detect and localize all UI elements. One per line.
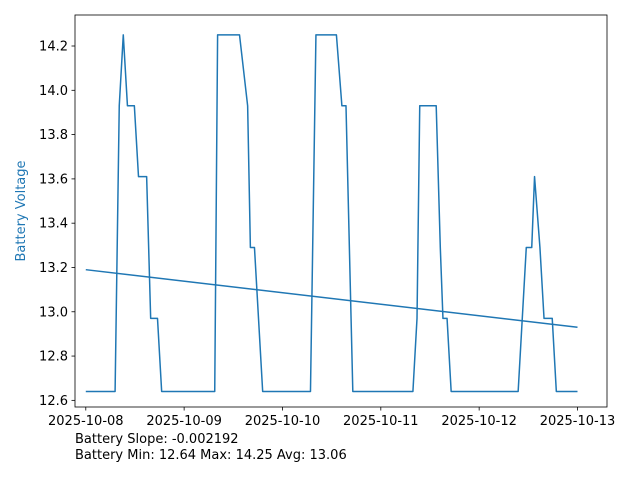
y-tick-label: 13.0 [39, 305, 68, 320]
stats-footer: Battery Slope: -0.002192 Battery Min: 12… [75, 432, 347, 464]
x-tick-label: 2025-10-12 [441, 414, 517, 429]
plot-area [85, 34, 578, 393]
y-tick-label: 14.0 [39, 84, 68, 99]
voltage-series-line [85, 34, 578, 393]
plot-frame [74, 14, 608, 408]
y-tick-label: 12.8 [39, 350, 68, 365]
battery-slope-text: Battery Slope: -0.002192 [75, 432, 239, 447]
y-tick-label: 13.6 [39, 172, 68, 187]
y-tick-label: 13.4 [39, 217, 68, 232]
battery-stats-text: Battery Min: 12.64 Max: 14.25 Avg: 13.06 [75, 448, 347, 463]
y-tick-label: 13.8 [39, 128, 68, 143]
x-tick-label: 2025-10-13 [540, 414, 616, 429]
x-tick-label: 2025-10-08 [48, 414, 124, 429]
y-axis-label: Battery Voltage [14, 160, 29, 261]
x-tick-label: 2025-10-09 [146, 414, 222, 429]
x-tick-label: 2025-10-10 [245, 414, 321, 429]
x-tick-label: 2025-10-11 [343, 414, 419, 429]
axes: 2025-10-08 2025-10-09 2025-10-10 2025-10-11… [39, 14, 616, 429]
y-tick-label: 13.2 [39, 261, 68, 276]
y-tick-label: 14.2 [39, 40, 68, 55]
y-tick-label: 12.6 [39, 394, 68, 409]
voltage-trend-line [85, 268, 578, 329]
